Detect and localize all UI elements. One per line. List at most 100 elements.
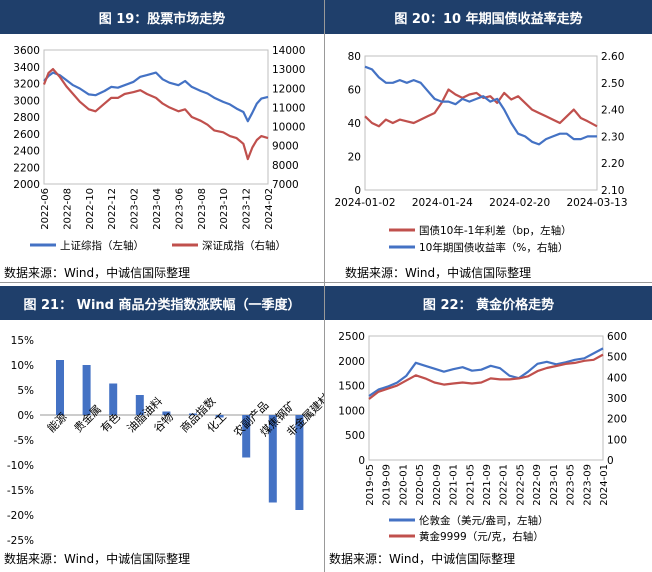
left-axis-tick-label: 20	[348, 152, 361, 164]
x-axis-tick-label: 2022-06	[40, 188, 51, 230]
y-axis-tick-label: -5%	[14, 435, 34, 447]
bar	[56, 360, 64, 415]
series-line	[42, 67, 269, 161]
y-axis-tick-label: -20%	[7, 510, 34, 522]
left-axis-tick-label: 2500	[338, 331, 365, 343]
panel-commodity-index: 图 21： Wind 商品分类指数涨跌幅（一季度） -25% -20% -15% -1…	[0, 286, 324, 572]
x-axis-tick-label: 2021-09	[482, 464, 493, 506]
left-axis-tick-label: 2000	[13, 179, 40, 191]
gold-price-chart: 0 500 1000 1500 2000 2500 0 100 200 300 400 500 600 2…	[338, 331, 627, 543]
plot-area	[368, 335, 604, 461]
source-note: 数据来源：Wind，中诚信国际整理	[329, 552, 516, 566]
left-axis-tick-label: 2800	[13, 112, 40, 124]
x-axis-tick-label: 2023-01	[549, 464, 560, 506]
x-axis-tick-label: 2022-01	[499, 464, 510, 506]
right-axis-tick-label: 11000	[272, 102, 305, 114]
plot-area	[364, 55, 598, 191]
left-axis-tick-label: 2000	[338, 356, 365, 368]
left-axis-tick-label: 2200	[13, 162, 40, 174]
left-axis-tick-label: 60	[348, 85, 361, 97]
x-axis-tick-label: 2024-01-24	[412, 197, 473, 209]
x-axis-tick-label: 2021-01	[449, 464, 460, 506]
right-axis-tick-label: 2.40	[601, 105, 624, 117]
left-axis-tick-label: 3000	[13, 95, 40, 107]
bar	[109, 383, 118, 415]
category-label: 能源	[44, 410, 69, 435]
panel-treasury-yield: 图 20：10 年期国债收益率走势 0 20 40 60 80 2.10 2.20 2.30 2…	[325, 0, 652, 282]
panel-divider-horizontal	[0, 282, 652, 283]
x-axis-tick-label: 2022-12	[107, 188, 118, 230]
bar	[189, 413, 197, 415]
left-axis-tick-label: 0	[354, 185, 361, 197]
legend-label: 上证综指（左轴）	[60, 239, 144, 252]
series-line	[368, 347, 604, 397]
right-axis-tick-label: 500	[607, 352, 627, 364]
right-axis-tick-label: 2.50	[601, 78, 624, 90]
series-line	[364, 88, 598, 128]
bar	[215, 415, 224, 418]
panel-title: 图 22： 黄金价格走势	[325, 286, 652, 320]
right-axis-tick-label: 400	[607, 372, 627, 384]
y-axis-tick-label: 5%	[17, 385, 34, 397]
panel-title: 图 20：10 年期国债收益率走势	[325, 0, 652, 34]
source-note: 数据来源：Wind，中诚信国际整理	[4, 552, 191, 566]
x-axis-tick-label: 2023-08	[197, 188, 208, 230]
x-axis-tick-label: 2024-01	[599, 464, 610, 506]
x-axis-tick-label: 2024-02-20	[489, 197, 550, 209]
right-axis-tick-label: 9000	[272, 141, 299, 153]
x-axis-tick-label: 2020-05	[415, 464, 426, 506]
series-line	[364, 65, 597, 146]
y-axis-tick-label: 15%	[11, 335, 34, 347]
right-axis-tick-label: 100	[607, 434, 627, 446]
x-axis-tick-label: 2019-09	[382, 464, 393, 506]
legend-label: 深证成指（右轴）	[202, 239, 286, 252]
bar	[135, 395, 144, 415]
x-axis-tick-label: 2023-02	[130, 188, 141, 230]
y-axis-tick-label: -15%	[7, 485, 34, 497]
y-axis-tick-label: -25%	[7, 535, 34, 547]
bar	[162, 411, 171, 415]
legend-label: 10年期国债收益率（%，右轴）	[419, 241, 568, 254]
legend-label: 伦敦金（美元/盎司，左轴）	[419, 514, 549, 527]
left-axis-tick-label: 3200	[13, 79, 40, 91]
x-axis-tick-label: 2023-10	[219, 188, 230, 230]
left-axis-tick-label: 2400	[13, 146, 40, 158]
legend-label: 黄金9999（元/克，右轴）	[419, 530, 544, 543]
y-axis-tick-label: 0%	[17, 410, 34, 422]
treasury-yield-chart: 0 20 40 60 80 2.10 2.20 2.30 2.40 2.50 2.60 2024-01…	[334, 51, 627, 254]
x-axis-tick-label: 2022-05	[515, 464, 526, 506]
x-axis-tick-label: 2024-03-13	[566, 197, 627, 209]
right-axis-tick-label: 2.10	[601, 185, 624, 197]
x-axis-tick-label: 2020-01	[398, 464, 409, 506]
right-axis-tick-label: 13000	[272, 64, 305, 76]
x-axis-tick-label: 2019-05	[365, 464, 376, 506]
right-axis-tick-label: 200	[607, 414, 627, 426]
y-axis-tick-label: -10%	[7, 460, 34, 472]
source-note: 数据来源：Wind，中诚信国际整理	[4, 266, 191, 280]
x-axis-tick-label: 2022-10	[85, 188, 96, 230]
x-axis-tick-label: 2023-06	[174, 188, 185, 230]
right-axis-tick-label: 7000	[272, 179, 299, 191]
x-axis-tick-label: 2024-01-02	[334, 197, 395, 209]
bar	[295, 415, 304, 510]
panel-title: 图 21： Wind 商品分类指数涨跌幅（一季度）	[0, 286, 324, 320]
series-line	[368, 353, 604, 400]
legend-label: 国债10年-1年利差（bp，左轴）	[419, 224, 572, 237]
right-axis-tick-label: 2.20	[601, 158, 624, 170]
x-axis-tick-label: 2021-05	[465, 464, 476, 506]
left-axis-tick-label: 0	[358, 455, 365, 467]
left-axis-tick-label: 3400	[13, 62, 40, 74]
panel-title: 图 19：股票市场走势	[0, 0, 324, 34]
right-axis-tick-label: 300	[607, 393, 627, 405]
right-axis-tick-label: 12000	[272, 83, 305, 95]
bar	[82, 365, 91, 415]
right-axis-tick-label: 600	[607, 331, 627, 343]
x-axis-tick-label: 2023-05	[566, 464, 577, 506]
left-axis-tick-label: 500	[345, 430, 365, 442]
right-axis-tick-label: 10000	[272, 122, 305, 134]
x-axis-tick-label: 2023-04	[152, 188, 163, 230]
panel-gold-price: 图 22： 黄金价格走势 0 500 1000 1500 2000 2500 0 100 200…	[325, 286, 652, 572]
bar	[268, 415, 277, 503]
bar	[242, 415, 251, 458]
